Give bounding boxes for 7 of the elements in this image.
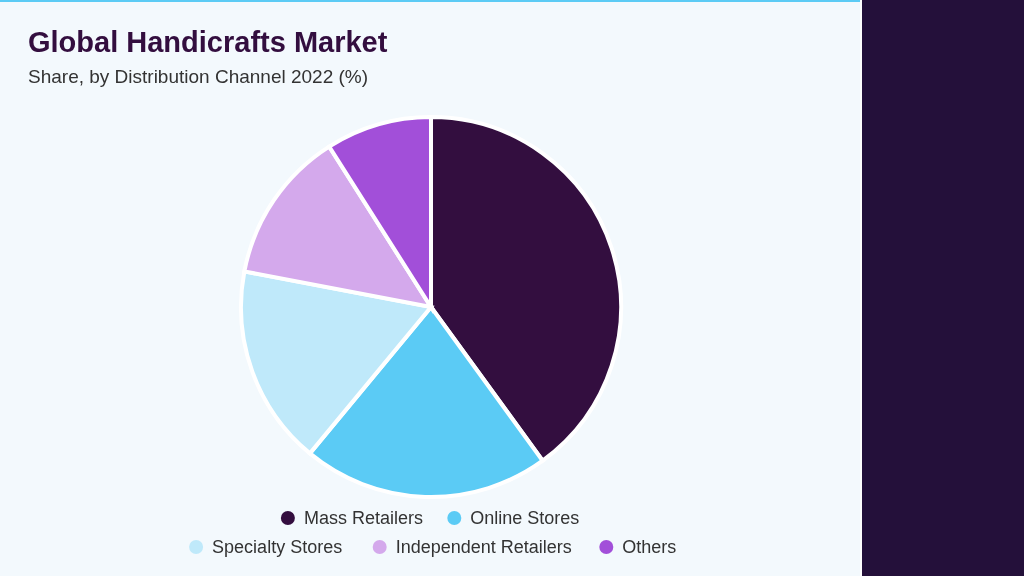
chart-subtitle: Share, by Distribution Channel 2022 (%) [28, 66, 369, 87]
legend-label: Online Stores [470, 508, 580, 528]
chart-title: Global Handicrafts Market [28, 26, 388, 58]
legend-label: Independent Retailers [395, 537, 572, 557]
legend-label: Others [622, 537, 677, 557]
legend-label: Mass Retailers [303, 508, 423, 528]
legend-label: Specialty Stores [212, 537, 343, 557]
